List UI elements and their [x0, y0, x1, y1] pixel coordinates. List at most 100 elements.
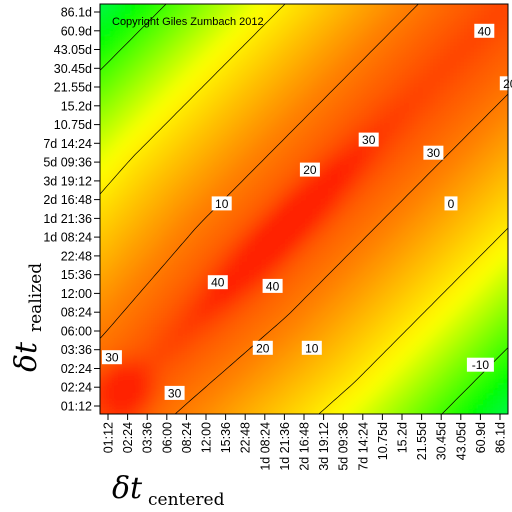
- heat-cell: [283, 127, 295, 138]
- heat-cell: [375, 250, 387, 261]
- heat-cell: [395, 137, 407, 149]
- heat-cell: [436, 291, 448, 302]
- heat-cell: [130, 178, 142, 190]
- heat-cell: [446, 362, 458, 374]
- heat-cell: [487, 332, 499, 343]
- heat-cell: [100, 14, 111, 26]
- heat-cell: [365, 168, 376, 179]
- heat-cell: [242, 45, 254, 56]
- heat-cell: [344, 270, 356, 282]
- heat-cell: [487, 260, 499, 272]
- heat-cell: [436, 86, 448, 97]
- heat-cell: [202, 157, 213, 169]
- heat-cell: [283, 321, 295, 333]
- heat-cell: [273, 4, 285, 15]
- heat-cell: [273, 321, 285, 333]
- heat-cell: [406, 383, 417, 395]
- heat-cell: [508, 199, 512, 210]
- heat-cell: [365, 321, 376, 333]
- heat-cell: [253, 116, 264, 128]
- heat-cell: [181, 137, 193, 149]
- heat-cell: [130, 86, 142, 97]
- heat-cell: [171, 34, 183, 46]
- contour-label-text: 30: [105, 351, 119, 365]
- heat-cell: [436, 106, 448, 118]
- heat-cell: [395, 342, 407, 354]
- heat-cell: [304, 352, 315, 364]
- heat-cell: [263, 383, 274, 395]
- heat-cell: [375, 106, 387, 118]
- heat-cell: [110, 168, 121, 179]
- heat-cell: [212, 311, 223, 323]
- heat-cell: [446, 34, 458, 46]
- heat-cell: [426, 34, 438, 46]
- heat-cell: [222, 168, 234, 179]
- heat-cell: [426, 342, 438, 354]
- heat-cell: [161, 188, 172, 200]
- y-tick-label: 08:24: [61, 306, 92, 320]
- heat-cell: [120, 96, 132, 108]
- heat-cell: [487, 168, 499, 179]
- heat-cell: [293, 75, 305, 87]
- heat-cell: [202, 219, 213, 231]
- heat-cell: [426, 188, 438, 200]
- heat-cell: [334, 260, 346, 272]
- heat-cell: [202, 96, 213, 108]
- heat-cell: [140, 342, 152, 354]
- x-tick-label: 60.9d: [474, 422, 488, 453]
- heat-cell: [457, 362, 468, 374]
- heat-cell: [242, 188, 254, 200]
- heat-cell: [242, 383, 254, 395]
- heat-cell: [140, 229, 152, 241]
- heat-cell: [304, 362, 315, 374]
- heat-cell: [344, 96, 356, 108]
- heat-cell: [110, 188, 121, 200]
- heat-cell: [100, 24, 111, 36]
- heat-cell: [232, 393, 244, 405]
- heat-cell: [304, 24, 315, 36]
- heat-cell: [375, 168, 387, 179]
- heat-cell: [171, 45, 183, 56]
- heat-cell: [140, 86, 152, 97]
- heat-cell: [110, 127, 121, 138]
- heat-cell: [171, 168, 183, 179]
- heat-cell: [100, 301, 111, 313]
- heat-cell: [436, 65, 448, 77]
- heat-cell: [436, 198, 448, 210]
- heat-cell: [324, 342, 336, 354]
- heat-cell: [497, 127, 508, 138]
- y-tick-label: 1d 21:36: [43, 212, 92, 226]
- heat-cell: [181, 168, 193, 179]
- heat-cell: [508, 4, 512, 15]
- heat-cell: [161, 14, 172, 26]
- heat-cell: [477, 198, 489, 210]
- heat-cell: [406, 342, 417, 354]
- heat-cell: [140, 168, 152, 179]
- heat-cell: [242, 137, 254, 149]
- heat-cell: [395, 198, 407, 210]
- heat-cell: [202, 229, 213, 241]
- heat-cell: [304, 65, 315, 77]
- heat-cell: [100, 280, 111, 292]
- heat-cell: [232, 209, 244, 220]
- heat-cell: [151, 14, 162, 26]
- heat-cell: [293, 280, 305, 292]
- heat-cell: [457, 75, 468, 87]
- heat-cell: [355, 403, 366, 414]
- heat-cell: [171, 157, 183, 169]
- heat-cell: [457, 65, 468, 77]
- heat-cell: [140, 4, 152, 15]
- heat-cell: [385, 65, 397, 77]
- heat-cell: [416, 352, 427, 364]
- heat-cell: [120, 147, 132, 159]
- heat-cell: [130, 127, 142, 138]
- heat-cell: [110, 4, 121, 15]
- heat-cell: [385, 373, 397, 384]
- y-axis-label-symbol: δt: [9, 341, 44, 372]
- heat-cell: [120, 24, 132, 36]
- heat-cell: [130, 321, 142, 333]
- heat-cell: [253, 332, 264, 343]
- heat-cell: [263, 332, 274, 343]
- heat-cell: [232, 65, 244, 77]
- heat-cell: [426, 24, 438, 36]
